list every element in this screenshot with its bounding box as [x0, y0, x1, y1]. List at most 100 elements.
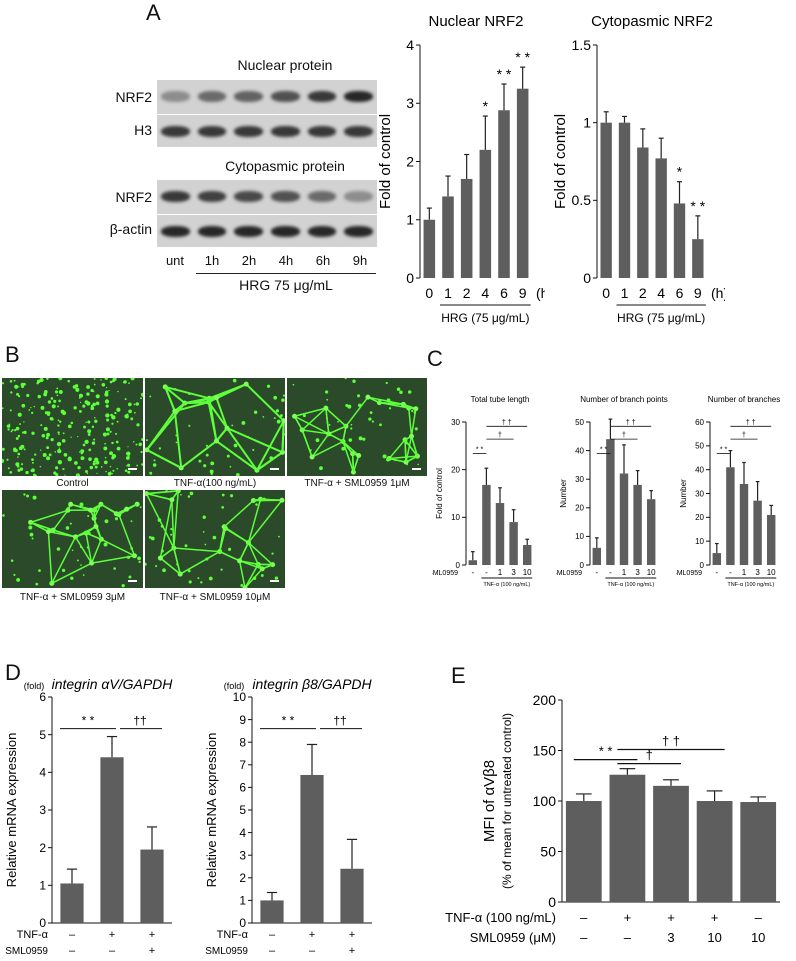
x-tick-label: - — [485, 568, 488, 577]
significance-label: † † — [662, 733, 680, 748]
significance-label: * * — [82, 714, 95, 728]
significance-label: † † — [626, 419, 636, 426]
panel-letter-a: A — [146, 0, 161, 25]
significance-label: * * — [515, 49, 530, 65]
chart-title: integrin β8/GAPDH — [252, 676, 372, 692]
y-tick-label: 8 — [239, 735, 246, 749]
significance-label: * * — [497, 66, 512, 82]
y-axis-label: Relative mRNA expression — [4, 733, 19, 888]
y-tick-label: 50 — [540, 843, 556, 859]
significance-label: * — [677, 164, 683, 180]
y-tick-label: 6 — [39, 690, 46, 704]
blot-band — [197, 191, 227, 202]
treatment-underline — [196, 273, 376, 274]
y-tick-label: 60 — [695, 418, 704, 427]
x-tick-label: 0 — [425, 285, 433, 301]
blot-row-label: β-actin — [109, 221, 152, 237]
x-unit-label: (h) — [711, 285, 725, 301]
row-mark: + — [624, 910, 632, 925]
significance-label: * * — [720, 446, 728, 453]
blot-row-label: NRF2 — [115, 189, 152, 205]
y-tick-label: 10 — [695, 537, 704, 546]
bar — [673, 203, 686, 278]
bar — [100, 757, 124, 923]
y-tick-label: 0 — [239, 916, 246, 930]
x-tick-label: 3 — [635, 568, 640, 577]
significance-label: † † — [502, 419, 512, 426]
y-axis-unit: (fold) — [24, 681, 45, 691]
y-tick-label: 20 — [695, 513, 704, 522]
bar — [696, 801, 733, 902]
x-tick-label: 1 — [621, 285, 629, 301]
x-tick-label: 1 — [622, 568, 627, 577]
lane-label: 4h — [278, 253, 294, 268]
x-tick-label: 2 — [639, 285, 647, 301]
row-mark: – — [109, 945, 116, 957]
x-unit-label: (h) — [536, 285, 545, 301]
row-label: SML0959 — [5, 946, 48, 957]
bar — [646, 499, 656, 565]
treatment-label: HRG 75 μg/mL — [239, 277, 333, 293]
chart-title: Total tube length — [471, 395, 530, 404]
y-axis-label: MFI of αVβ8 — [481, 760, 498, 842]
micrograph-caption: TNF-α + SML0959 10μM — [159, 592, 271, 603]
nuclear-protein-title: Nuclear protein — [237, 57, 333, 73]
bar — [766, 514, 776, 565]
bar — [140, 849, 164, 923]
x-tick-label: 1 — [742, 568, 747, 577]
chart-mfi-avb8: 0 50 100 150 200 MFI of αVβ8 (% of mean for un… — [445, 692, 780, 945]
micrograph-control — [2, 378, 143, 476]
y-tick-label: 10 — [451, 513, 460, 522]
micrograph-caption: Control — [56, 478, 89, 489]
micrograph-caption: TNF-α + SML0959 1μM — [304, 478, 410, 489]
y-tick-label: 7 — [239, 758, 246, 772]
chart-integrin-av: integrin αV/GAPDH 0 1 2 3 4 5 6 Relative mRNA ex… — [4, 676, 173, 957]
blot-band — [307, 226, 337, 237]
bar — [468, 560, 478, 565]
y-tick-label: 1 — [583, 115, 591, 131]
y-tick-label: 0 — [548, 894, 556, 910]
blot-strip-nrf2-cytoplasmic — [157, 180, 377, 214]
bar — [740, 802, 777, 902]
significance-label: * * — [599, 744, 613, 759]
blot-band — [344, 126, 373, 137]
y-tick-label: 30 — [575, 475, 584, 484]
x-group-label: TNF-α (100 ng/mL) — [607, 582, 654, 588]
panel-letter-c: C — [427, 346, 443, 371]
bar — [442, 196, 454, 278]
bar — [509, 522, 518, 565]
x-tick-label: 9 — [694, 285, 702, 301]
y-tick-label: 4 — [406, 37, 414, 53]
chart-total-tube-length: Total tube length 0 10 20 30 Fold of control -… — [432, 395, 533, 588]
lane-label: 2h — [241, 253, 257, 268]
x-tick-label: 6 — [676, 285, 684, 301]
x-tick-label: - — [609, 568, 612, 577]
chart-branch-points: Number of branch points 0 10 20 30 40 50 Number… — [556, 395, 668, 588]
row-mark: – — [69, 929, 76, 941]
row-mark: – — [580, 930, 588, 945]
y-tick-label: 50 — [575, 418, 584, 427]
x-tick-label: 3 — [755, 568, 760, 577]
x-tick-label: 10 — [523, 568, 532, 577]
y-tick-label: 0 — [580, 561, 585, 570]
x-tick-label: 1 — [498, 568, 503, 577]
significance-label: † — [742, 432, 746, 439]
y-axis-label: Relative mRNA expression — [204, 733, 219, 888]
x-tick-label: 10 — [767, 568, 776, 577]
x-tick-label: 4 — [657, 285, 665, 301]
significance-label: * — [483, 98, 489, 114]
row-label: SML0959 — [676, 570, 702, 577]
bar — [655, 158, 667, 278]
bar — [260, 900, 284, 923]
panel-letter-b: B — [5, 342, 20, 367]
y-axis-unit: (fold) — [224, 681, 245, 691]
bar — [482, 484, 491, 565]
bar — [300, 774, 324, 923]
row-label: SML0959 — [432, 570, 458, 577]
micrograph-tnf-sml-1um — [287, 378, 427, 476]
y-tick-label: 50 — [695, 442, 704, 451]
blot-band — [161, 91, 190, 102]
blot-band — [271, 126, 300, 137]
lane-label: 9h — [352, 253, 368, 268]
significance-label: †† — [133, 714, 146, 728]
